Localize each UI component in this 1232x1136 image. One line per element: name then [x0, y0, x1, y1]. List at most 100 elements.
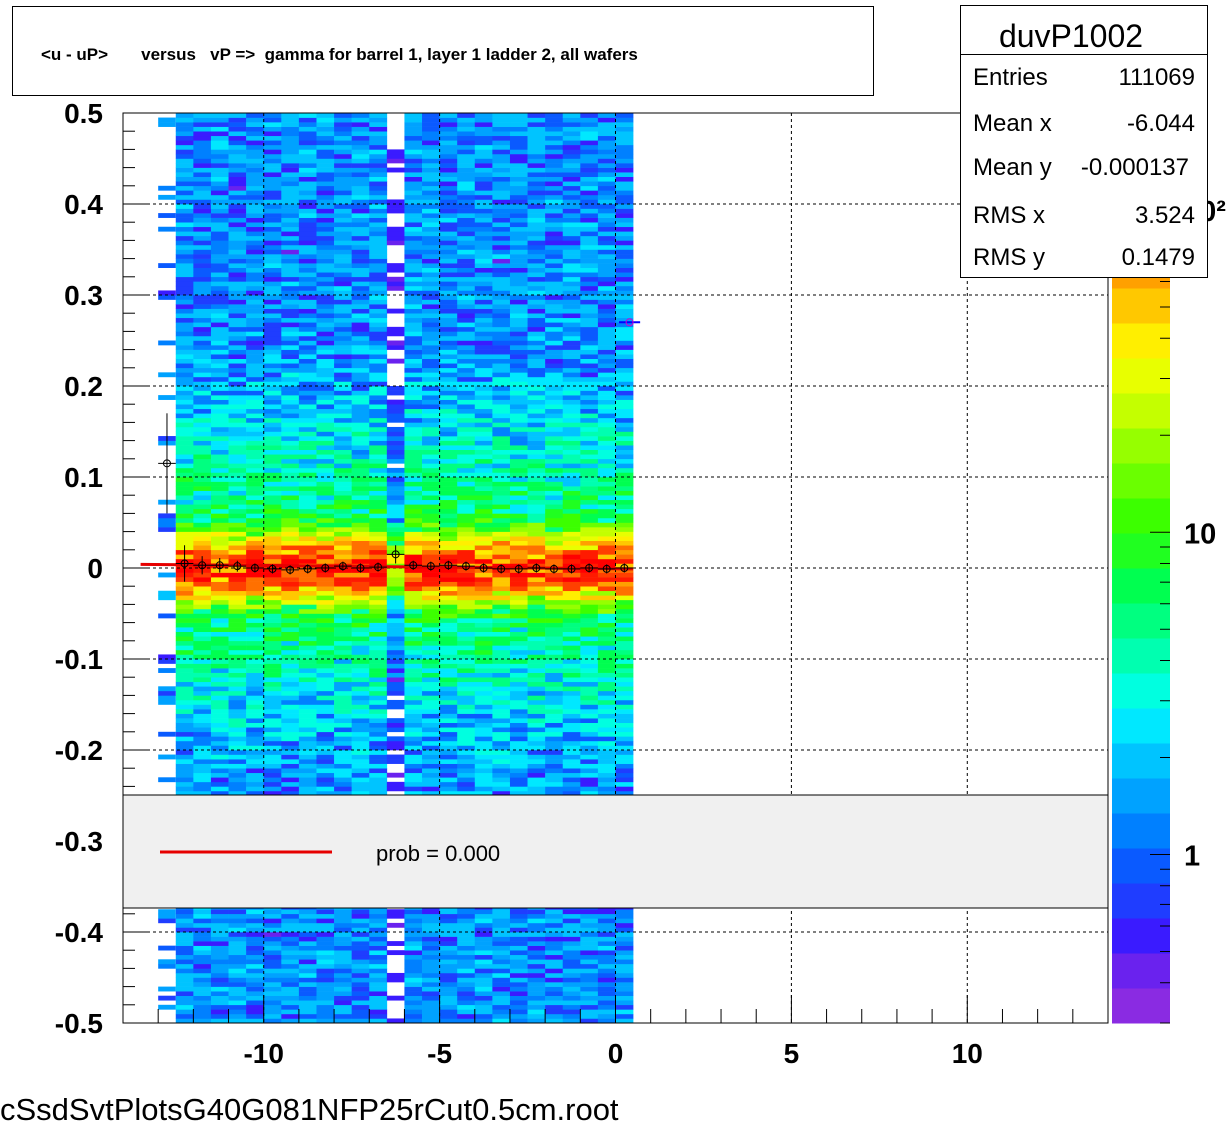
- heatmap-cell: [263, 590, 282, 596]
- heatmap-cell: [351, 922, 370, 928]
- heatmap-cell: [492, 1000, 511, 1006]
- heatmap-cell: [492, 486, 511, 491]
- heatmap-cell: [404, 381, 423, 387]
- heatmap-cell: [246, 204, 265, 209]
- heatmap-cell: [175, 590, 194, 596]
- heatmap-cell: [509, 272, 528, 278]
- heatmap-cell: [228, 1013, 247, 1019]
- heatmap-cell: [210, 750, 229, 755]
- heatmap-cell: [509, 727, 528, 733]
- heatmap-cell: [210, 713, 229, 719]
- heatmap-cell: [545, 777, 564, 783]
- heatmap-cell: [422, 499, 440, 505]
- heatmap-cell: [228, 317, 247, 323]
- heatmap-cell: [404, 750, 423, 755]
- heatmap-cell: [562, 326, 581, 332]
- heatmap-cell: [509, 654, 528, 660]
- heatmap-cell: [404, 208, 423, 214]
- heatmap-cell: [281, 367, 300, 373]
- heatmap-cell: [228, 982, 247, 987]
- heatmap-cell: [457, 181, 476, 187]
- heatmap-cell: [545, 522, 564, 528]
- heatmap-cell: [562, 640, 581, 646]
- heatmap-cell: [316, 1013, 335, 1019]
- heatmap-cell: [386, 572, 405, 578]
- heatmap-cell: [298, 181, 317, 187]
- heatmap-cell: [228, 345, 247, 350]
- heatmap-cell: [298, 718, 317, 723]
- heatmap-cell: [281, 153, 300, 159]
- heatmap-cell: [439, 731, 458, 737]
- heatmap-cell: [316, 113, 335, 118]
- heatmap-cell: [316, 982, 335, 987]
- heatmap-cell: [492, 672, 511, 678]
- heatmap-cell: [334, 595, 352, 601]
- heatmap-cell: [316, 950, 335, 956]
- heatmap-cell: [597, 449, 616, 455]
- heatmap-cell: [457, 413, 476, 419]
- heatmap-cell: [386, 399, 405, 405]
- heatmap-cell: [316, 295, 335, 300]
- heatmap-cell: [492, 1013, 511, 1019]
- heatmap-cell: [492, 276, 511, 282]
- heatmap-cell: [263, 790, 282, 796]
- heatmap-cell: [228, 772, 247, 778]
- heatmap-cell: [193, 440, 212, 446]
- heatmap-cell: [175, 654, 194, 660]
- heatmap-cell: [351, 254, 370, 259]
- heatmap-cell: [175, 395, 194, 400]
- heatmap-cell: [422, 436, 440, 441]
- heatmap-cell: [545, 718, 564, 723]
- heatmap-cell: [246, 313, 265, 319]
- heatmap-cell: [369, 636, 388, 642]
- heatmap-cell: [263, 126, 282, 132]
- heatmap-cell: [334, 790, 352, 796]
- heatmap-cell: [597, 1018, 616, 1024]
- heatmap-cell: [193, 668, 212, 673]
- heatmap-cell: [193, 754, 212, 760]
- heatmap-cell: [439, 231, 458, 237]
- heatmap-cell: [281, 458, 300, 464]
- heatmap-cell: [263, 913, 282, 919]
- heatmap-cell: [457, 163, 476, 168]
- heatmap-cell: [298, 399, 317, 405]
- heatmap-cell: [404, 740, 423, 746]
- heatmap-cell: [246, 299, 265, 305]
- heatmap-cell: [246, 404, 265, 410]
- heatmap-cell: [597, 153, 616, 159]
- heatmap-cell: [545, 1013, 564, 1019]
- heatmap-cell: [263, 231, 282, 237]
- heatmap-cell: [369, 486, 388, 491]
- heatmap-cell: [369, 995, 388, 1001]
- heatmap-cell: [580, 267, 599, 273]
- heatmap-cell: [316, 668, 335, 673]
- heatmap-cell: [509, 690, 528, 696]
- heatmap-cell: [210, 504, 229, 510]
- heatmap-cell: [509, 759, 528, 764]
- heatmap-cell: [210, 267, 229, 273]
- heatmap-cell: [246, 199, 265, 205]
- heatmap-cell: [228, 235, 247, 241]
- heatmap-cell: [492, 731, 511, 737]
- heatmap-cell: [193, 549, 212, 555]
- heatmap-cell: [351, 422, 370, 428]
- heatmap-cell: [457, 932, 476, 937]
- heatmap-cell: [562, 977, 581, 983]
- heatmap-cell: [334, 545, 352, 551]
- heatmap-cell: [210, 458, 229, 464]
- heatmap-cell: [281, 313, 300, 319]
- heatmap-cell: [351, 759, 370, 764]
- heatmap-cell: [175, 504, 194, 510]
- heatmap-cell: [210, 991, 229, 996]
- heatmap-cell: [281, 654, 300, 660]
- heatmap-cell: [351, 240, 370, 246]
- heatmap-cell: [562, 335, 581, 341]
- heatmap-cell: [597, 404, 616, 410]
- heatmap-cell: [386, 568, 405, 573]
- heatmap-cell: [175, 527, 194, 532]
- heatmap-cell: [298, 285, 317, 291]
- heatmap-cell: [615, 982, 634, 987]
- heatmap-cell: [298, 604, 317, 610]
- heatmap-cell: [210, 554, 229, 560]
- heatmap-cell: [316, 376, 335, 382]
